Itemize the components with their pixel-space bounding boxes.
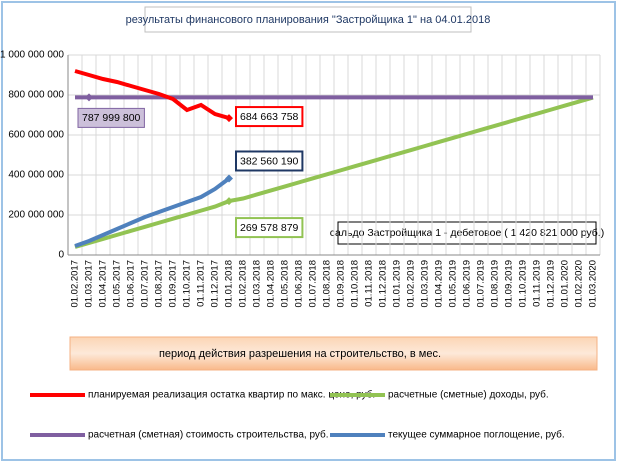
x-tick-label: 01.12.2018 bbox=[378, 260, 389, 308]
value-label: 382 560 190 bbox=[240, 155, 299, 167]
legend-label: планируемая реализация остатка квартир п… bbox=[88, 389, 375, 401]
value-label: 684 663 758 bbox=[240, 111, 299, 123]
x-axis-label: период действия разрешения на строительс… bbox=[159, 348, 441, 360]
value-label-box bbox=[235, 106, 304, 128]
x-tick-label: 01.04.2018 bbox=[266, 260, 277, 308]
x-tick-label: 01.09.2019 bbox=[504, 260, 515, 308]
x-tick-label: 01.03.2020 bbox=[588, 260, 599, 308]
x-tick-label: 01.07.2019 bbox=[476, 260, 487, 308]
value-label-box bbox=[235, 150, 304, 172]
x-tick-label: 01.09.2018 bbox=[336, 260, 347, 308]
x-tick-label: 01.12.2017 bbox=[210, 260, 221, 308]
x-tick-label: 01.03.2017 bbox=[84, 260, 95, 308]
y-tick-label: 200 000 000 bbox=[8, 210, 64, 221]
x-tick-label: 01.06.2019 bbox=[462, 260, 473, 308]
x-tick-label: 01.05.2018 bbox=[280, 260, 291, 308]
x-tick-label: 01.02.2018 bbox=[238, 260, 249, 308]
x-tick-label: 01.02.2019 bbox=[406, 260, 417, 308]
note: сальдо Застройщика 1 - дебетовое ( 1 420… bbox=[330, 227, 604, 239]
x-tick-label: 01.11.2018 bbox=[364, 260, 375, 307]
x-tick-label: 01.12.2019 bbox=[546, 260, 557, 308]
series-line bbox=[74, 95, 594, 249]
x-tick-label: 01.06.2018 bbox=[294, 260, 305, 308]
x-tick-label: 01.07.2018 bbox=[308, 260, 319, 308]
legend-label: текущее суммарное поглощение, руб. bbox=[388, 429, 565, 441]
x-tick-label: 01.04.2019 bbox=[434, 260, 445, 308]
x-tick-label: 01.01.2020 bbox=[560, 260, 571, 308]
value-label-box bbox=[235, 217, 304, 239]
x-tick-label: 01.10.2019 bbox=[518, 260, 529, 308]
title-box bbox=[144, 6, 472, 33]
x-tick-label: 01.01.2019 bbox=[392, 260, 403, 308]
note-box bbox=[337, 221, 597, 245]
x-tick-label: 01.10.2018 bbox=[350, 260, 361, 308]
x-tick-label: 01.10.2017 bbox=[182, 260, 193, 308]
chart-title: результаты финансового планирования "Зас… bbox=[126, 14, 491, 26]
legend-label: расчетная (сметная) стоимость строительс… bbox=[88, 429, 329, 441]
x-tick-label: 01.05.2019 bbox=[448, 260, 459, 308]
x-tick-label: 01.03.2019 bbox=[420, 260, 431, 308]
value-label: 787 999 800 bbox=[82, 112, 141, 124]
x-tick-label: 01.03.2018 bbox=[252, 260, 263, 308]
x-label-box bbox=[69, 336, 598, 371]
y-tick-label: 600 000 000 bbox=[8, 130, 64, 141]
x-tick-label: 01.08.2018 bbox=[322, 260, 333, 308]
x-tick-label: 01.02.2017 bbox=[70, 260, 81, 308]
y-tick-label: 800 000 000 bbox=[8, 90, 64, 101]
x-tick-label: 01.06.2017 bbox=[126, 260, 137, 308]
y-tick-label: 400 000 000 bbox=[8, 170, 64, 181]
x-tick-label: 01.11.2017 bbox=[196, 260, 207, 307]
point-marker bbox=[225, 174, 233, 183]
series-line bbox=[74, 69, 230, 120]
y-tick-label: 0 bbox=[58, 250, 64, 261]
x-tick-label: 01.08.2019 bbox=[490, 260, 501, 308]
x-tick-label: 01.08.2017 bbox=[154, 260, 165, 308]
x-tick-label: 01.01.2018 bbox=[224, 260, 235, 308]
point-marker bbox=[225, 114, 233, 123]
point-marker bbox=[225, 197, 233, 206]
x-tick-label: 01.07.2017 bbox=[140, 260, 151, 308]
value-label: 269 578 879 bbox=[240, 222, 299, 234]
y-tick-label: 1 000 000 000 bbox=[0, 50, 64, 61]
point-marker bbox=[85, 93, 93, 102]
legend-label: расчетные (сметные) доходы, руб. bbox=[388, 389, 549, 401]
value-label-box bbox=[77, 107, 145, 128]
series-line bbox=[74, 176, 231, 248]
x-tick-label: 01.02.2020 bbox=[574, 260, 585, 308]
x-tick-label: 01.05.2017 bbox=[112, 260, 123, 308]
x-tick-label: 01.09.2017 bbox=[168, 260, 179, 308]
x-tick-label: 01.04.2017 bbox=[98, 260, 109, 308]
x-tick-label: 01.11.2019 bbox=[532, 260, 543, 307]
